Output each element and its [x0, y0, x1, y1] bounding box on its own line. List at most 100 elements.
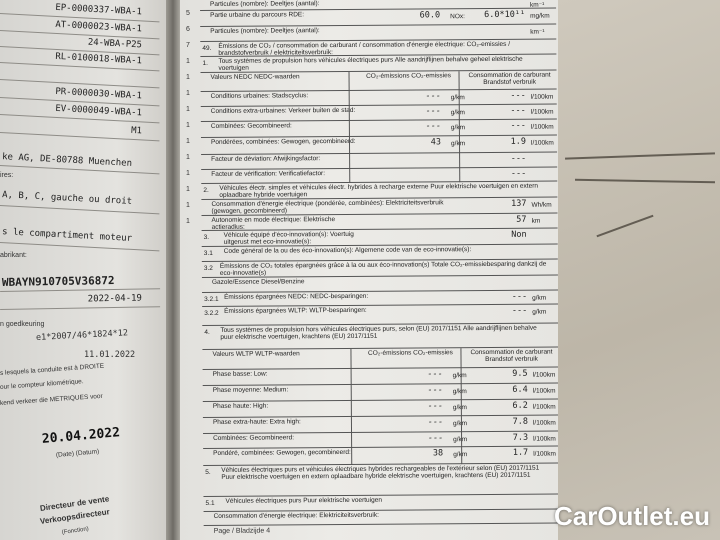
- consumption-value: 137: [511, 198, 527, 209]
- row-label: Phase basse: Low:: [212, 370, 268, 378]
- unit: l/100km: [530, 139, 554, 147]
- co2-value: ---: [425, 121, 441, 132]
- row-label: Véhicules électr. simples et véhicules é…: [219, 182, 539, 199]
- section-number: 49.: [202, 44, 212, 52]
- wall-background: [555, 0, 720, 540]
- column-header: CO₂-émissions CO₂-emissies: [366, 72, 451, 80]
- unit: l/100km: [530, 108, 554, 116]
- unit: km: [531, 217, 541, 225]
- unit: l/100km: [532, 419, 556, 427]
- row-label: Véhicules électriques purs Puur elektris…: [225, 496, 382, 505]
- co2-value: ---: [427, 385, 443, 396]
- row-label: Conditions urbaines: Stadscyclus:: [210, 92, 309, 100]
- manufacturer: ke AG, DE-80788 Muenchen: [0, 152, 161, 175]
- unit: mg/km: [530, 12, 550, 20]
- row-label: Pondérées, combinées: Gewogen, gecombine…: [210, 137, 356, 146]
- engine-location: s le compartiment moteur: [0, 227, 161, 252]
- margin-number: 1: [186, 58, 190, 65]
- consumption-value: ---: [511, 305, 528, 316]
- row-label: Combinées: Gecombineerd:: [210, 122, 292, 130]
- co2-value: ---: [427, 369, 443, 380]
- table-row: 5. Véhicules électriques purs et véhicule…: [203, 463, 558, 497]
- vin: WBAYN910705V36872: [0, 273, 161, 292]
- margin-number: 1: [186, 106, 190, 113]
- section-number: 5.1: [205, 499, 215, 507]
- right-page: 5 6 7 1 1 1 1 1 1 1 1 1 1 1 Particules (nombre): Deel…: [180, 0, 558, 540]
- section-number: 3.2.2: [204, 309, 219, 317]
- consumption-value: ---: [510, 168, 527, 179]
- watermark: CarOutlet.eu: [553, 501, 710, 531]
- co2-value: ---: [425, 106, 441, 117]
- note: kend verkeer die METRIQUES voor: [0, 392, 103, 407]
- column-header: Consommation de carburant Brandstof verb…: [470, 348, 553, 364]
- consumption-value: 57: [516, 214, 527, 225]
- margin-number: 1: [186, 154, 190, 161]
- section-number: 5.: [205, 468, 211, 476]
- unit: l/100km: [532, 403, 556, 411]
- row-label: Valeurs WLTP WLTP-waarden: [212, 350, 300, 358]
- row-label: Véhicules électriques purs et véhicules …: [221, 464, 540, 481]
- margin-number: 6: [186, 26, 190, 33]
- margin-number: 1: [186, 218, 190, 225]
- row-label: Émissions épargnées NEDC: NEDC-besparing…: [224, 292, 369, 301]
- small-label: ires:: [0, 172, 14, 179]
- binding: [166, 0, 180, 540]
- consumption-value: ---: [510, 153, 527, 164]
- emissions-table: Particules (nombre): Deeltjes (aantal): k…: [200, 0, 558, 540]
- row-label: Phase extra-haute: Extra high:: [212, 418, 301, 426]
- page-footer: Page / Bladzijde 4: [213, 527, 271, 535]
- table-row: 3.2.2 Émissions épargnées WLTP: WLTP-besp…: [202, 304, 558, 326]
- co2-value: ---: [427, 417, 443, 428]
- row-label: Tous systèmes de propulsion hors véhicul…: [218, 55, 523, 72]
- column-header: Consommation de carburant Brandstof verb…: [468, 71, 551, 87]
- row-label: Conditions extra-urbaines: Verkeer buite…: [210, 106, 356, 115]
- consumption-value: 6.4: [512, 384, 528, 395]
- row-label: Gazole/Essence Diesel/Benzine: [211, 278, 305, 286]
- unit: l/100km: [530, 123, 554, 131]
- co2-value: ---: [425, 91, 441, 102]
- section-number: 1.: [202, 59, 208, 67]
- unit: l/100km: [532, 371, 556, 379]
- row-label: Partie urbaine du parcours RDE:: [210, 11, 305, 19]
- section-number: 2.: [203, 186, 209, 194]
- row-label: Particules (nombre): Deeltjes (aantal):: [210, 27, 320, 35]
- row-label: Tous systèmes de propulsion hors véhicul…: [220, 324, 537, 341]
- row-label: Pondéré, combinées: Gewogen, gecombineer…: [213, 448, 351, 457]
- row-label: Phase moyenne: Medium:: [212, 386, 289, 394]
- consumption-value: Non: [511, 229, 527, 240]
- row-label: Code général de la ou des éco-innovation…: [223, 246, 472, 255]
- row-label: Phase haute: High:: [212, 402, 269, 410]
- section-number: 3.2.1: [204, 295, 219, 303]
- consumption-value: 6.2: [512, 400, 528, 411]
- table-row: 4. Tous systèmes de propulsion hors véhic…: [202, 323, 558, 350]
- small-label: abrikant:: [0, 252, 27, 259]
- co2-value: 43: [430, 137, 442, 148]
- unit: l/100km: [530, 93, 554, 101]
- row-label: Autonomie en mode électrique: Elektrisch…: [211, 216, 336, 231]
- consumption-value: 9.5: [512, 368, 528, 379]
- note: s lesquels la conduite est à DROITE: [0, 362, 105, 377]
- vin-date: 2022-04-19: [0, 293, 161, 310]
- function-label: (Fonction): [61, 526, 90, 536]
- margin-number: 1: [186, 138, 190, 145]
- row-label: Combinées: Gecombineerd:: [213, 434, 295, 442]
- consumption-value: ---: [511, 291, 528, 302]
- unit: l/100km: [533, 435, 556, 443]
- consumption-value: ---: [510, 105, 526, 116]
- approval-date: 11.01.2022: [84, 350, 136, 360]
- section-number: 4.: [204, 328, 210, 336]
- unit: l/100km: [533, 450, 556, 458]
- row-label: Facteur de déviation: Afwijkingsfactor:: [211, 155, 321, 163]
- row-label: Consommation d'énergie électrique (pondé…: [211, 199, 444, 215]
- row-label: Particules (nombre): Deeltjes (aantal):: [210, 0, 320, 8]
- left-page: EP-0000337-WBA-1 AT-0000023-WBA-1 24-WBA-P…: [0, 0, 168, 540]
- code-line: M1: [0, 119, 161, 142]
- margin-number: 1: [186, 186, 190, 193]
- consumption-value: 7.3: [512, 432, 529, 443]
- section-number: 3.: [203, 233, 210, 241]
- signature-date: 20.04.2022: [41, 425, 121, 447]
- row-label: Valeurs NEDC NEDC-waarden: [210, 73, 300, 81]
- column-header: CO₂-émissions CO₂-emissies: [368, 349, 453, 357]
- co2-value: 60.0: [419, 10, 441, 21]
- margin-number: 1: [186, 90, 190, 97]
